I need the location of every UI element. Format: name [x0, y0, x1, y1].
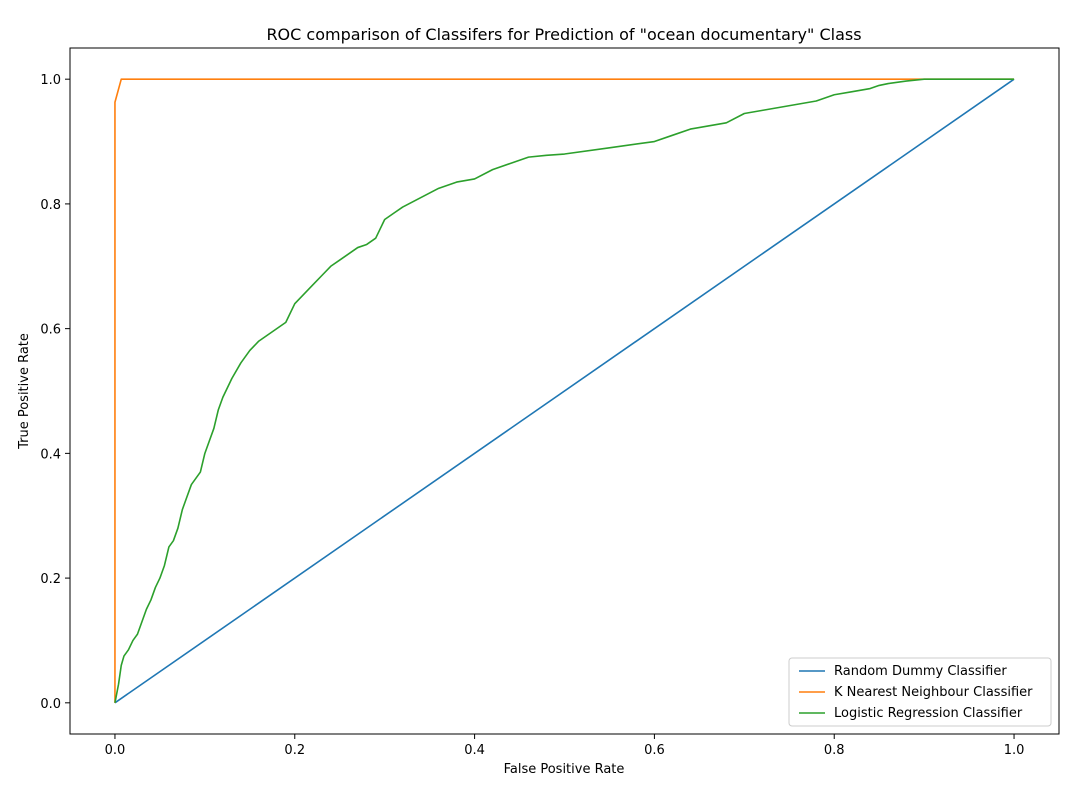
series-line-logistic-regression-classifier [114, 78, 1015, 703]
x-tick-label: 1.0 [1004, 743, 1025, 758]
series-layer [114, 78, 1015, 704]
x-tick-label: 0.2 [284, 743, 305, 758]
y-tick-label: 0.6 [40, 323, 61, 338]
x-tick-label: 0.0 [105, 743, 126, 758]
y-axis-label: True Positive Rate [17, 333, 32, 450]
x-axis-ticks: 0.0 0.2 0.4 0.6 0.8 1.0 [105, 734, 1025, 758]
chart-title: ROC comparison of Classifers for Predict… [266, 25, 861, 44]
legend-label: K Nearest Neighbour Classifier [834, 685, 1033, 700]
y-tick-label: 0.2 [40, 572, 61, 587]
y-tick-label: 0.4 [40, 447, 61, 462]
y-tick-label: 0.0 [40, 697, 61, 712]
plot-frame [69, 47, 1060, 735]
x-tick-label: 0.8 [824, 743, 845, 758]
y-axis-ticks: 0.0 0.2 0.4 0.6 0.8 1.0 [40, 73, 70, 712]
legend-label: Random Dummy Classifier [834, 664, 1007, 679]
y-tick-label: 1.0 [40, 73, 61, 88]
legend-box [788, 657, 1052, 727]
series-line-random-dummy-classifier [114, 78, 1015, 704]
y-tick-label: 0.8 [40, 198, 61, 213]
x-tick-label: 0.6 [644, 743, 665, 758]
legend-label: Logistic Regression Classifier [834, 706, 1023, 721]
legend: Random Dummy Classifier K Nearest Neighbo… [788, 657, 1052, 727]
x-axis-label: False Positive Rate [504, 762, 625, 777]
x-tick-label: 0.4 [464, 743, 485, 758]
